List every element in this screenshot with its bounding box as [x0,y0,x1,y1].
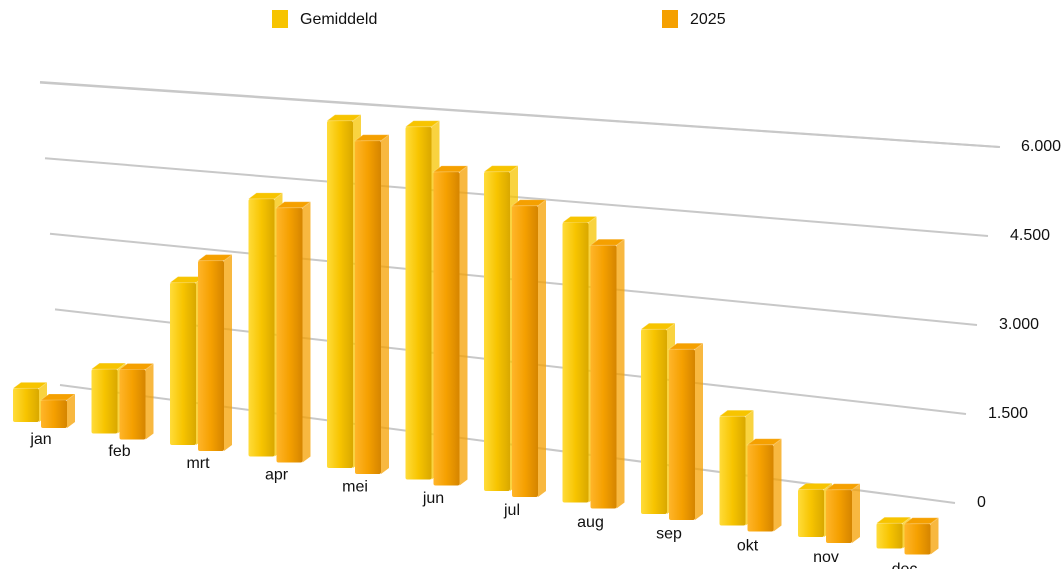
legend-label: 2025 [690,11,726,28]
bar-front [355,140,381,475]
bar-top [824,483,862,491]
x-tick-label: jan [29,431,51,448]
grid-line [39,81,1000,148]
bar-top [353,134,391,142]
bar-front [198,260,224,451]
bar-front [826,489,852,543]
x-tick-label: apr [265,467,289,484]
bar [667,342,705,520]
legend-swatch [662,10,678,28]
bar-top [510,199,548,207]
y-tick-label: 3.000 [999,316,1039,333]
bar [510,199,548,498]
y-tick-label: 6.000 [1021,138,1061,155]
legend-swatch [272,10,288,28]
bar-side [616,239,625,509]
x-tick-label: aug [577,514,604,531]
bar-front [119,369,146,440]
bar-front [405,126,432,480]
bar-front [327,120,353,469]
bar-front [798,489,824,537]
bar-top [404,120,441,128]
bar-top [589,238,626,246]
bar-front [170,282,196,445]
bar-top [90,362,127,370]
bar [196,254,234,451]
bar-top [561,216,598,223]
bar-front [590,245,617,509]
x-tick-label: feb [108,443,130,460]
bar-front [669,349,695,520]
bar-front [512,205,538,498]
bar-front [747,444,774,532]
bar-front [876,523,903,549]
bar-top [482,165,520,173]
bar [432,165,469,486]
bar-top [796,482,834,490]
bar-front [91,369,118,434]
bar-top [639,322,677,330]
bar-top [875,516,912,524]
bar-top [11,381,49,389]
x-tick-label: sep [656,526,682,543]
bar [353,134,391,475]
bar [589,238,626,509]
bar-side [773,438,782,532]
bar-front [41,400,67,428]
bar-top [325,114,363,122]
y-tick-label: 1.500 [988,405,1028,422]
bar-top [718,409,755,417]
bar-side [459,165,468,486]
bar-side [302,201,311,463]
bar-side [538,199,546,498]
bar [275,201,312,463]
bar-front [248,198,275,457]
bar-top [39,393,77,401]
bar-side [381,134,389,475]
bar-top [432,165,469,173]
x-tick-label: okt [737,537,759,554]
bar-front [484,171,510,492]
bar [39,393,77,428]
bar [118,363,155,440]
bar-top [247,192,284,200]
bar-front [562,222,589,503]
y-tick-label: 4.500 [1010,227,1050,244]
bar-front [641,329,667,514]
y-tick-label: 0 [977,494,986,511]
bar-side [852,483,860,543]
bar-side [145,363,154,440]
bar-front [433,171,460,486]
bar-top [903,517,940,525]
bar [903,517,940,555]
bar-top [196,254,234,262]
x-tick-label: jun [422,490,444,507]
bar-side [930,517,939,555]
bar-top [118,363,155,370]
x-tick-label: mei [342,478,368,495]
bar-top [667,342,705,350]
bar-front [904,523,931,555]
bar-side [695,343,703,520]
bar [746,438,783,532]
bar-top [275,201,312,209]
x-tick-label: nov [813,549,839,566]
bar-side [67,394,75,428]
bar-front [719,416,746,526]
x-tick-label: jul [503,502,520,519]
bar-front [13,388,39,422]
bar [824,483,862,543]
bar-side [224,254,232,451]
x-tick-label: dec [892,561,918,569]
bar-top [746,438,783,446]
bar-front [276,207,303,463]
legend-label: Gemiddeld [300,11,377,28]
x-tick-label: mrt [186,455,210,472]
